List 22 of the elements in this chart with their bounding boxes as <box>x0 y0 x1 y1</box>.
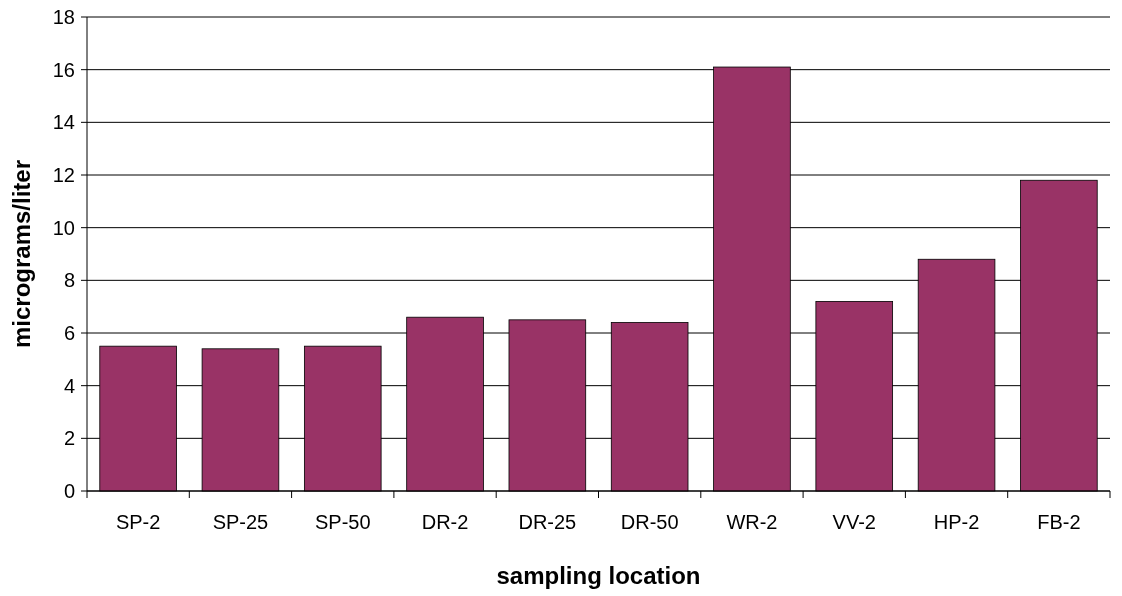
x-tick-label: FB-2 <box>1037 511 1081 533</box>
x-tick-label: DR-50 <box>620 511 679 533</box>
y-axis-title: micrograms/liter <box>8 159 35 349</box>
x-axis-title: sampling location <box>496 562 701 589</box>
y-tick-label: 16 <box>52 58 75 81</box>
y-tick-label: 6 <box>63 322 75 344</box>
x-tick-label: DR-25 <box>518 511 577 533</box>
y-tick-label: 4 <box>63 374 75 397</box>
y-tick-label: 14 <box>52 111 75 134</box>
x-tick-label: SP-2 <box>115 511 161 533</box>
y-tick-label: 10 <box>52 216 75 239</box>
x-tick-label: WR-2 <box>726 511 778 533</box>
x-tick-label: VV-2 <box>832 511 876 533</box>
x-tick-label: DR-2 <box>421 511 469 533</box>
y-tick-label: 8 <box>63 269 75 292</box>
x-tick-label: HP-2 <box>933 511 980 533</box>
y-tick-label: 12 <box>52 164 75 186</box>
x-tick-label: SP-50 <box>314 511 371 533</box>
y-tick-label: 0 <box>63 480 75 502</box>
x-tick-label: SP-25 <box>212 511 269 533</box>
y-tick-label: 18 <box>52 6 75 28</box>
y-tick-label: 2 <box>63 427 75 450</box>
